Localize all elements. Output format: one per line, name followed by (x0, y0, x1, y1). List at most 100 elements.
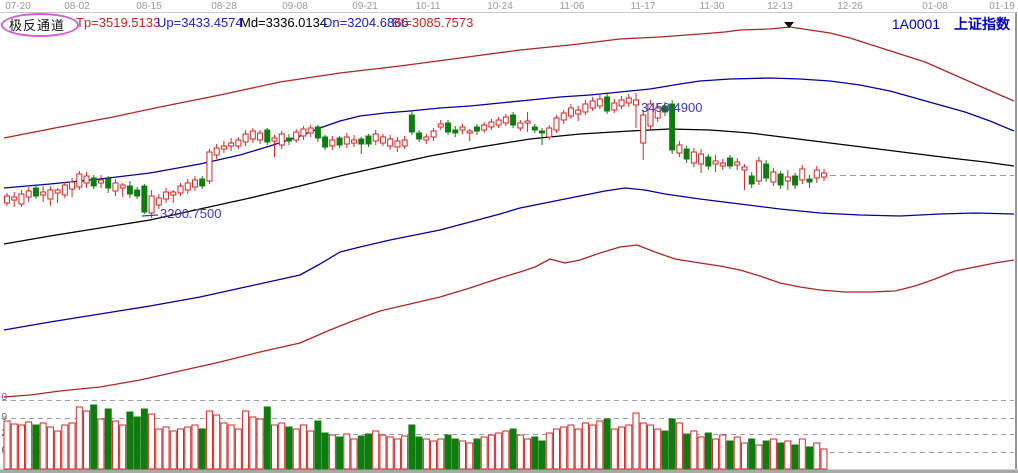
volume-bar (249, 416, 257, 470)
candle-body (560, 112, 567, 121)
volume-bar (748, 438, 756, 470)
volume-axis-label: 9 (1, 412, 7, 423)
candle-body (343, 136, 350, 145)
candle-body (293, 131, 300, 141)
volume-bar (97, 418, 105, 470)
candle-body (676, 144, 683, 154)
volume-bar (777, 442, 785, 470)
candle-body (235, 139, 242, 147)
volume-bars (3, 404, 828, 470)
volume-bar (177, 428, 185, 470)
candle-body (271, 137, 278, 142)
candle-body (170, 191, 177, 196)
volume-bar (820, 448, 828, 470)
date-axis: 07-20 08-02 08-15 08-28 09-08 09-21 10-11 10-24… (0, 0, 1018, 12)
date-tick-label: 07-20 (5, 1, 31, 12)
candle-body (401, 139, 408, 147)
candle-body (47, 189, 54, 200)
volume-bar (90, 404, 98, 470)
candle-body (32, 187, 39, 197)
candle-body (155, 197, 162, 206)
date-tick-label: 09-21 (352, 1, 378, 12)
volume-bar (618, 426, 626, 470)
symbol-name: 上证指数 (954, 16, 1010, 32)
volume-bar (198, 428, 206, 470)
volume-bar (531, 436, 539, 470)
date-tick-label: 11-06 (559, 1, 585, 12)
volume-bar (314, 420, 322, 470)
indicator-value-label: Up=3433.4574 (157, 15, 243, 30)
volume-bar (271, 424, 279, 470)
volume-bar (610, 428, 618, 470)
volume-bar (538, 440, 546, 470)
candle-body (510, 114, 517, 126)
candle-body (611, 102, 618, 111)
candle-body (437, 123, 444, 128)
candle-body (669, 103, 676, 151)
candle-body (633, 99, 640, 106)
candle-body (264, 129, 271, 143)
volume-bar (704, 432, 712, 470)
candle-body (408, 114, 415, 133)
candle-body (379, 136, 386, 144)
candle-body (690, 151, 697, 164)
volume-bar (336, 436, 344, 470)
indicator-name-label: 极反通道 (9, 18, 66, 33)
peak-triangle-marker (784, 22, 794, 28)
candle-body (799, 168, 806, 181)
date-tick-label: 01-19 (989, 1, 1015, 12)
date-tick-label: 12-13 (767, 1, 793, 12)
candle-body (25, 190, 32, 198)
volume-bar (372, 430, 380, 470)
indicator-header: 极反通道 Tp=3519.5133 Up=3433.4574 Md=3336.013… (0, 13, 1018, 37)
volume-bar (784, 440, 792, 470)
candle-body (546, 127, 553, 138)
candle-body (466, 130, 473, 134)
volume-bar (25, 421, 33, 470)
volume-bar (205, 410, 213, 470)
candle-body (69, 181, 76, 190)
candle-body (112, 182, 119, 192)
candle-body (242, 133, 249, 143)
candle-body (654, 107, 661, 119)
price-annotations: 3450.4900 3200.7500 (141, 100, 702, 221)
date-tick-label: 12-26 (837, 1, 863, 12)
candle-body (4, 195, 10, 204)
volume-bar (386, 436, 394, 470)
volume-bar (140, 408, 148, 470)
candle-body (141, 185, 148, 213)
candle-body (372, 133, 379, 142)
candle-body (698, 153, 705, 165)
volume-bar (813, 442, 821, 470)
volume-bar (567, 424, 575, 470)
volume-bar (545, 432, 553, 470)
candle-body (452, 129, 459, 134)
candle-body (54, 189, 61, 194)
channel-line-bt (3, 244, 1015, 398)
volume-bar (697, 436, 705, 470)
date-tick-label: 01-08 (922, 1, 948, 12)
volume-bar (596, 420, 604, 470)
candle-body (18, 193, 25, 205)
volume-bar (68, 422, 76, 470)
candle-body (683, 148, 690, 160)
volume-bar (502, 430, 510, 470)
candle-body (502, 116, 509, 124)
candle-body (473, 126, 480, 132)
volume-bar (430, 440, 438, 470)
volume-bar (791, 444, 799, 470)
volume-bar (54, 430, 62, 470)
candle-body (228, 142, 235, 147)
volume-bar (365, 433, 372, 470)
candle-body (184, 182, 191, 191)
candle-body (423, 136, 430, 141)
volume-bar (155, 428, 163, 470)
candle-body (820, 172, 827, 178)
volume-bar (589, 424, 597, 470)
candle-body (719, 162, 726, 167)
candle-body (416, 132, 423, 140)
volume-bar (213, 414, 221, 470)
channel-line-dn (3, 187, 1015, 331)
candle-body (495, 119, 502, 126)
